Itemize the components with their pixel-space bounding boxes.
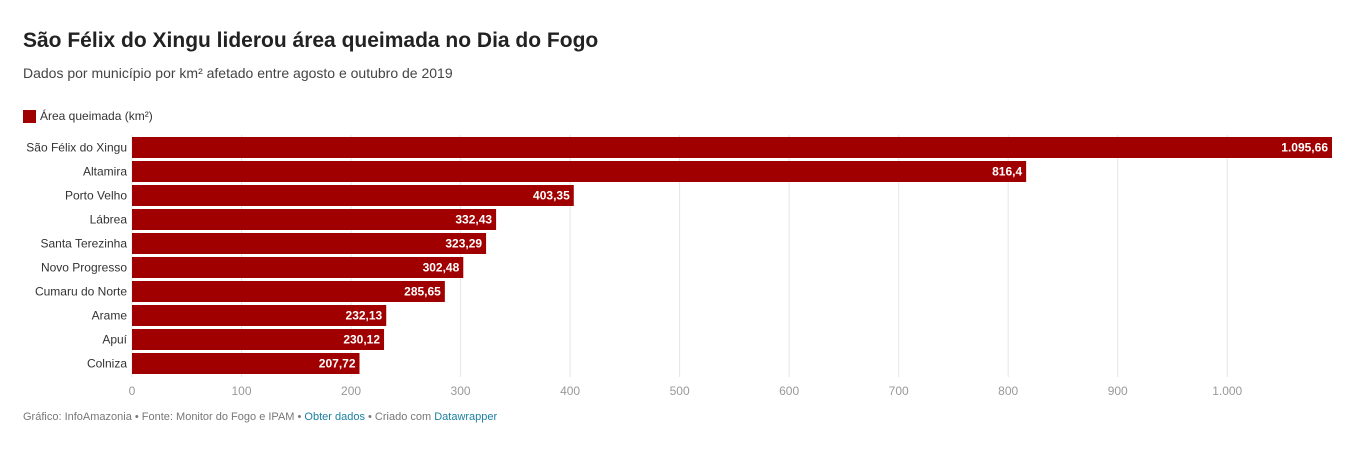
bar [132,209,497,230]
x-tick-label: 100 [232,384,252,398]
legend-swatch [23,109,36,123]
x-tick-label: 300 [451,384,471,398]
bar [132,329,385,350]
value-label: 285,65 [404,285,441,299]
bar [132,281,445,302]
category-label: Arame [92,309,128,323]
footer: Gráfico: InfoAmazonia • Fonte: Monitor d… [23,411,497,423]
bar [132,137,1332,158]
bar [132,257,464,278]
x-tick-label: 900 [1108,384,1128,398]
category-label: Santa Terezinha [40,237,127,251]
category-label: São Félix do Xingu [26,141,127,155]
category-label: Novo Progresso [41,261,127,275]
value-label: 207,72 [319,357,356,371]
category-label: Cumaru do Norte [35,285,127,299]
footer-credits: Gráfico: InfoAmazonia • Fonte: Monitor d… [23,411,305,423]
value-label: 323,29 [445,237,482,251]
category-label: Porto Velho [65,189,127,203]
category-label: Altamira [83,165,127,179]
value-label: 230,12 [343,333,380,347]
category-label: Apuí [102,333,127,347]
value-label: 232,13 [346,309,383,323]
bar [132,353,360,374]
category-label: Colniza [87,357,127,371]
value-label: 332,43 [455,213,492,227]
x-tick-label: 500 [670,384,690,398]
value-label: 302,48 [423,261,460,275]
datawrapper-link[interactable]: Datawrapper [434,411,498,423]
value-label: 816,4 [992,165,1022,179]
x-tick-label: 600 [779,384,799,398]
footer-created-with: • Criado com [364,411,435,423]
bar [132,161,1027,182]
legend: Área queimada (km²) [23,109,153,123]
value-label: 403,35 [533,189,570,203]
x-tick-label: 0 [129,384,136,398]
x-tick-label: 800 [998,384,1018,398]
x-tick-label: 700 [889,384,909,398]
x-tick-label: 200 [341,384,361,398]
bar [132,233,487,254]
get-data-link[interactable]: Obter dados [304,411,365,423]
legend-label: Área queimada (km²) [40,109,153,123]
chart-title: São Félix do Xingu liderou área queimada… [23,29,599,52]
bar [132,305,387,326]
category-label: Lábrea [90,213,128,227]
x-tick-label: 400 [560,384,580,398]
bar-chart: 0 100 200 300 400 500 600 700 800 900 1.000 São Fél… [26,135,1332,398]
x-tick-label: 1.000 [1212,384,1242,398]
chart-subtitle: Dados por município por km² afetado entr… [23,65,453,81]
value-label: 1.095,66 [1281,141,1328,155]
bar [132,185,574,206]
